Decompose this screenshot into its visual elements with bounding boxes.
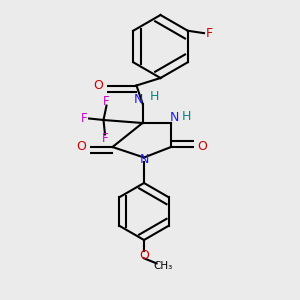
Text: O: O: [139, 249, 149, 262]
Text: H: H: [150, 90, 159, 104]
Text: O: O: [93, 79, 103, 92]
Text: F: F: [102, 132, 108, 146]
Text: O: O: [197, 140, 207, 154]
Text: F: F: [206, 27, 213, 40]
Text: N: N: [134, 93, 144, 106]
Text: O: O: [77, 140, 86, 154]
Text: N: N: [140, 153, 149, 167]
Text: H: H: [181, 110, 191, 123]
Text: F: F: [81, 112, 88, 125]
Text: CH₃: CH₃: [154, 261, 173, 272]
Text: F: F: [103, 94, 110, 108]
Text: N: N: [169, 111, 179, 124]
